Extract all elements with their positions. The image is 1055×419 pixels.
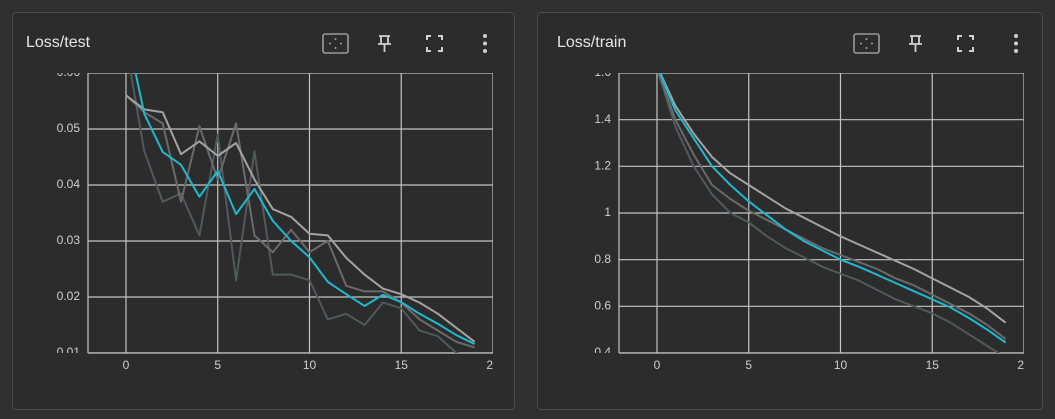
y-tick-label: 1.6	[594, 65, 611, 79]
x-tick-label: 20	[1017, 358, 1031, 372]
lines	[125, 73, 476, 353]
chart-title: Loss/test	[26, 34, 91, 51]
plot: 0.01 0.02 0.03 0.04 0.05 0.06 0 5 10 15 20	[57, 65, 500, 372]
chart-title: Loss/train	[557, 34, 626, 51]
x-tick-label: 5	[745, 358, 752, 372]
y-tick-label: 0.8	[594, 252, 611, 266]
plot: 0.4 0.6 0.8 1 1.2 1.4 1.6 0 5 10 15 20	[594, 65, 1031, 372]
x-tick-label: 10	[834, 358, 848, 372]
y-tick-labels: 0.4 0.6 0.8 1 1.2 1.4 1.6	[594, 65, 611, 359]
x-tick-label: 20	[486, 358, 500, 372]
series-line	[134, 73, 476, 345]
x-tick-labels: 0 5 10 15 20	[123, 358, 500, 372]
x-tick-label: 15	[395, 358, 409, 372]
y-tick-label: 1.4	[594, 112, 611, 126]
lines	[657, 73, 1007, 353]
y-tick-label: 0.01	[57, 345, 81, 359]
x-tick-label: 15	[926, 358, 940, 372]
series-line	[658, 73, 1007, 344]
y-tick-label: 0.03	[57, 233, 81, 247]
series-line	[657, 73, 1001, 353]
y-tick-label: 0.05	[57, 121, 81, 135]
y-tick-label: 1	[604, 205, 611, 219]
series-line	[657, 73, 1007, 340]
x-tick-label: 5	[214, 358, 221, 372]
y-tick-label: 1.2	[594, 159, 611, 173]
y-tick-labels: 0.01 0.02 0.03 0.04 0.05 0.06	[57, 65, 81, 359]
x-tick-labels: 0 5 10 15 20	[654, 358, 1031, 372]
y-tick-label: 0.6	[594, 299, 611, 313]
y-tick-label: 0.4	[594, 345, 611, 359]
y-tick-label: 0.06	[57, 65, 81, 79]
y-tick-label: 0.04	[57, 177, 81, 191]
x-tick-label: 0	[123, 358, 130, 372]
grid	[88, 73, 493, 353]
series-line	[125, 94, 476, 343]
series-line	[659, 73, 1007, 324]
series-line	[129, 73, 460, 353]
series-line	[125, 94, 475, 349]
x-tick-label: 10	[303, 358, 317, 372]
y-tick-label: 0.02	[57, 289, 81, 303]
x-tick-label: 0	[654, 358, 661, 372]
